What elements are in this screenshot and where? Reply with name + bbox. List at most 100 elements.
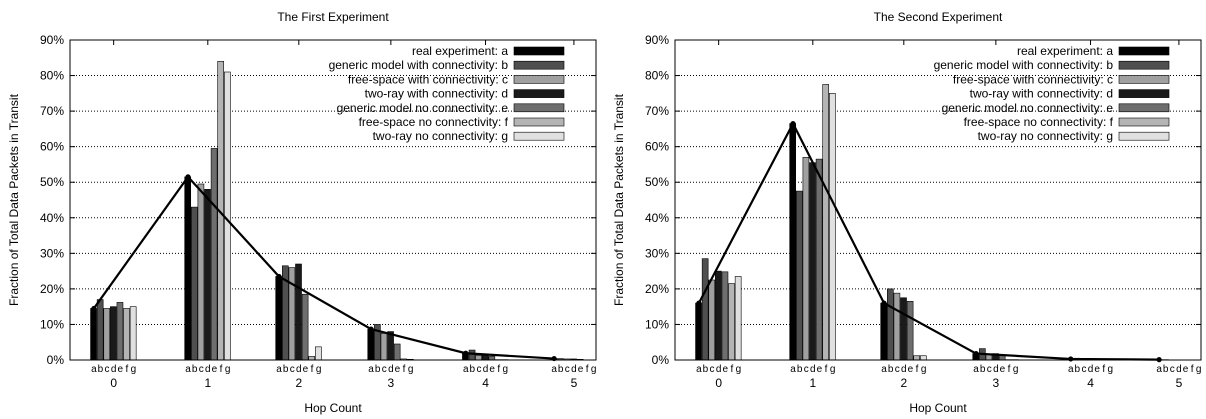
y-tick-label: 60% <box>645 140 669 154</box>
bar-b-hop-0 <box>96 299 104 361</box>
x-category-label: 1 <box>809 376 816 390</box>
x-axis-label: Hop Count <box>304 401 362 415</box>
bar-a-hop-1 <box>789 123 797 361</box>
bar-c-hop-1 <box>802 157 810 361</box>
legend-label: two-ray with connectivity: d <box>970 87 1113 101</box>
bar-sublabel: d <box>205 364 211 375</box>
bar-c-hop-3 <box>380 333 388 361</box>
bar-sublabel: g <box>921 364 927 375</box>
bar-e-hop-4 <box>488 356 496 361</box>
bar-sublabel: b <box>375 364 381 375</box>
bar-sublabel: a <box>463 364 469 375</box>
legend-swatch <box>1118 117 1170 127</box>
bar-sublabel: e <box>212 364 218 375</box>
bar-sublabel: d <box>810 364 816 375</box>
bar-c-hop-2 <box>893 292 901 361</box>
legend-label: free-space no connectivity: f <box>359 115 509 129</box>
bar-sublabel: e <box>395 364 401 375</box>
bar-sublabel: f <box>497 364 500 375</box>
legend-swatch <box>513 117 565 127</box>
bar-d-hop-0 <box>110 306 117 361</box>
bar-sublabel: c <box>1081 364 1086 375</box>
bar-sublabel: g <box>503 364 509 375</box>
bar-sublabel: a <box>185 364 191 375</box>
x-category-label: 4 <box>1087 376 1094 390</box>
y-tick-label: 10% <box>40 317 64 331</box>
bar-sublabel: f <box>403 364 406 375</box>
y-tick-label: 30% <box>645 246 669 260</box>
y-tick-label: 50% <box>40 175 64 189</box>
legend-label: two-ray with connectivity: d <box>365 87 508 101</box>
bar-sublabel: g <box>225 364 231 375</box>
x-category-label: 2 <box>295 376 302 390</box>
bar-sublabel: b <box>558 364 564 375</box>
plot-frame <box>69 39 597 361</box>
bar-sublabel: b <box>470 364 476 375</box>
bar-c-hop-0 <box>708 279 716 361</box>
bar-d-hop-3 <box>387 331 394 361</box>
bar-sublabel: f <box>586 364 589 375</box>
legend-label: two-ray no connectivity: g <box>978 129 1113 143</box>
bar-sublabel: b <box>283 364 289 375</box>
bar-sublabel: c <box>565 364 570 375</box>
line-point <box>463 350 469 356</box>
legend-swatch <box>513 60 565 70</box>
bar-d-hop-2 <box>900 297 907 361</box>
bar-sublabel: c <box>895 364 900 375</box>
chart-title: The First Experiment <box>277 10 389 24</box>
bar-a-hop-2 <box>880 302 888 361</box>
bar-sublabel: b <box>1163 364 1169 375</box>
bar-sublabel: g <box>591 364 597 375</box>
bar-sublabel: e <box>817 364 823 375</box>
bar-sublabel: e <box>1000 364 1006 375</box>
bar-sublabel: f <box>730 364 733 375</box>
bar-sublabel: a <box>696 364 702 375</box>
bar-sublabel: c <box>476 364 481 375</box>
legend-swatch <box>1118 103 1170 113</box>
x-category-label: 0 <box>715 376 722 390</box>
bar-sublabel: g <box>1196 364 1202 375</box>
legend-label: free-space no connectivity: f <box>964 115 1114 129</box>
bar-sublabel: b <box>1075 364 1081 375</box>
legend-label: free-space with connectivity: c <box>348 72 508 86</box>
y-tick-label: 20% <box>645 282 669 296</box>
bar-sublabel: e <box>117 364 123 375</box>
bar-b-hop-4 <box>468 349 476 361</box>
bar-sublabel: b <box>192 364 198 375</box>
bar-b-hop-1 <box>796 190 803 361</box>
bar-c-hop-0 <box>103 308 111 361</box>
bar-sublabel: a <box>1156 364 1162 375</box>
bar-g-hop-2 <box>315 346 322 361</box>
y-tick-label: 80% <box>645 69 669 83</box>
legend-label: generic model with connectivity: b <box>934 58 1114 72</box>
bar-sublabel: d <box>571 364 577 375</box>
bar-sublabel: g <box>131 364 137 375</box>
y-tick-label: 90% <box>645 33 669 47</box>
chart-title: The Second Experiment <box>874 10 1003 24</box>
bar-sublabel: c <box>987 364 992 375</box>
bar-c-hop-1 <box>197 183 205 361</box>
bar-b-hop-0 <box>701 258 709 361</box>
bar-g-hop-0 <box>129 306 137 361</box>
legend-swatch <box>1118 75 1170 84</box>
bar-sublabel: a <box>1068 364 1074 375</box>
bar-e-hop-1 <box>210 148 218 361</box>
bar-sublabel: c <box>105 364 110 375</box>
y-tick-label: 40% <box>645 211 669 225</box>
x-category-label: 5 <box>571 376 578 390</box>
bar-b-hop-1 <box>191 206 198 361</box>
chart-1: The First Experiment 0% 10% 20% 30% 40% 50% 60%… <box>7 10 597 415</box>
bar-sublabel: a <box>790 364 796 375</box>
bar-sublabel: b <box>703 364 709 375</box>
y-tick-label: 0% <box>47 353 65 367</box>
bar-sublabel: g <box>1013 364 1019 375</box>
bar-sublabel: d <box>388 364 394 375</box>
bar-sublabel: g <box>316 364 322 375</box>
legend-label: generic model no connectivity: e <box>942 101 1114 115</box>
bar-sublabel: c <box>804 364 809 375</box>
bar-d-hop-0 <box>715 270 722 361</box>
bar-e-hop-0 <box>116 302 124 361</box>
bar-a-hop-1 <box>184 176 192 361</box>
bar-sublabel: e <box>722 364 728 375</box>
legend-label: generic model with connectivity: b <box>329 58 509 72</box>
